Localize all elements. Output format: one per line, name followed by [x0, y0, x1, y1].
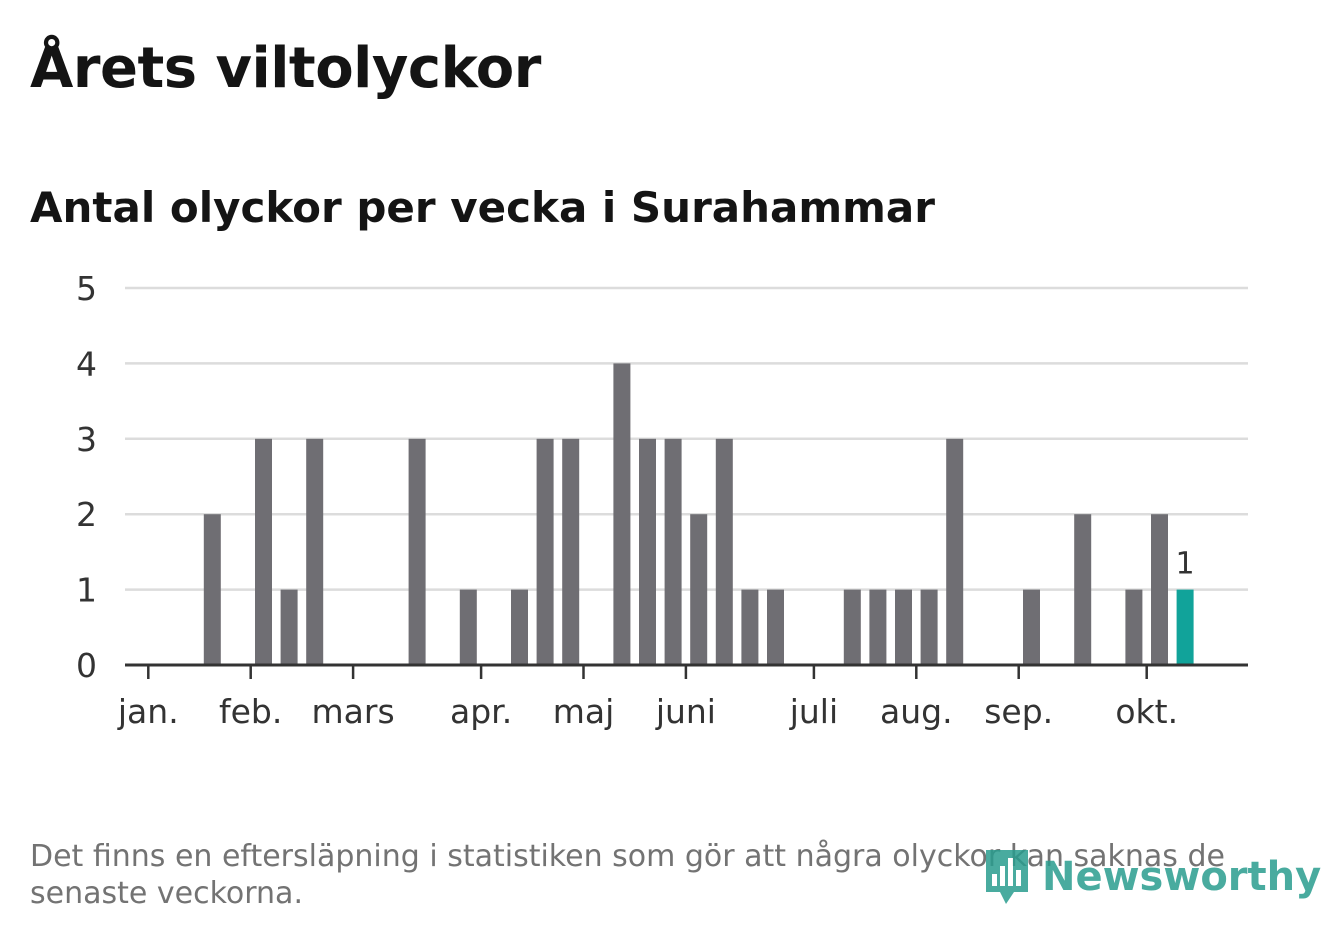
bar — [715, 438, 733, 665]
x-tick-label: maj — [553, 692, 615, 731]
newsworthy-logo: Newsworthy — [982, 843, 1321, 911]
data-labels: 1 — [1176, 547, 1195, 582]
y-axis-ticks: 0 1 2 3 4 5 — [76, 269, 97, 685]
chart-subtitle: Antal olyckor per vecka i Surahammar — [30, 183, 935, 232]
bar — [690, 514, 708, 665]
y-tick-label: 4 — [76, 344, 97, 383]
bar — [869, 589, 887, 665]
x-tick-label: sep. — [984, 692, 1053, 731]
bar — [895, 589, 912, 665]
bar — [664, 438, 682, 665]
logo-text: Newsworthy — [1042, 854, 1322, 900]
x-axis-ticks: jan. feb. mars apr. maj juni juli aug. sep. okt. — [117, 665, 1178, 731]
y-tick-label: 3 — [76, 420, 97, 459]
bar — [639, 438, 656, 665]
bar — [767, 589, 784, 665]
bar-latest — [1176, 589, 1194, 665]
bar — [613, 363, 631, 665]
y-tick-label: 1 — [76, 571, 97, 610]
bar — [536, 438, 554, 665]
bar — [280, 589, 298, 665]
x-tick-label: juni — [655, 692, 716, 731]
bar — [1125, 589, 1143, 665]
bar — [562, 438, 580, 665]
bar — [920, 589, 938, 665]
bar — [459, 589, 477, 665]
x-tick-label: mars — [312, 692, 395, 731]
bars — [203, 363, 1194, 665]
bar — [946, 438, 964, 665]
bar — [843, 589, 861, 665]
bar — [1074, 514, 1092, 665]
bar — [1023, 589, 1040, 665]
x-tick-label: feb. — [219, 692, 282, 731]
bar — [1151, 514, 1168, 665]
y-tick-label: 0 — [76, 646, 97, 685]
x-tick-label: aug. — [880, 692, 953, 731]
bar-chart: 0 1 2 3 4 5 jan. feb. mars apr. maj juni juli aug. se… — [76, 269, 1248, 731]
x-tick-label: okt. — [1115, 692, 1178, 731]
y-tick-label: 5 — [76, 269, 97, 308]
x-tick-label: juli — [789, 692, 838, 731]
y-tick-label: 2 — [76, 495, 97, 534]
x-tick-label: jan. — [117, 692, 179, 731]
bar — [511, 589, 528, 665]
last-value-label: 1 — [1176, 547, 1195, 582]
bar — [203, 514, 221, 665]
bar — [306, 438, 324, 665]
chart-title: Årets viltolyckor — [30, 36, 541, 101]
newsworthy-bar-chart-icon — [986, 850, 1028, 904]
bar — [255, 438, 272, 665]
bar — [741, 589, 759, 665]
x-tick-label: apr. — [450, 692, 512, 731]
bar — [408, 438, 426, 665]
